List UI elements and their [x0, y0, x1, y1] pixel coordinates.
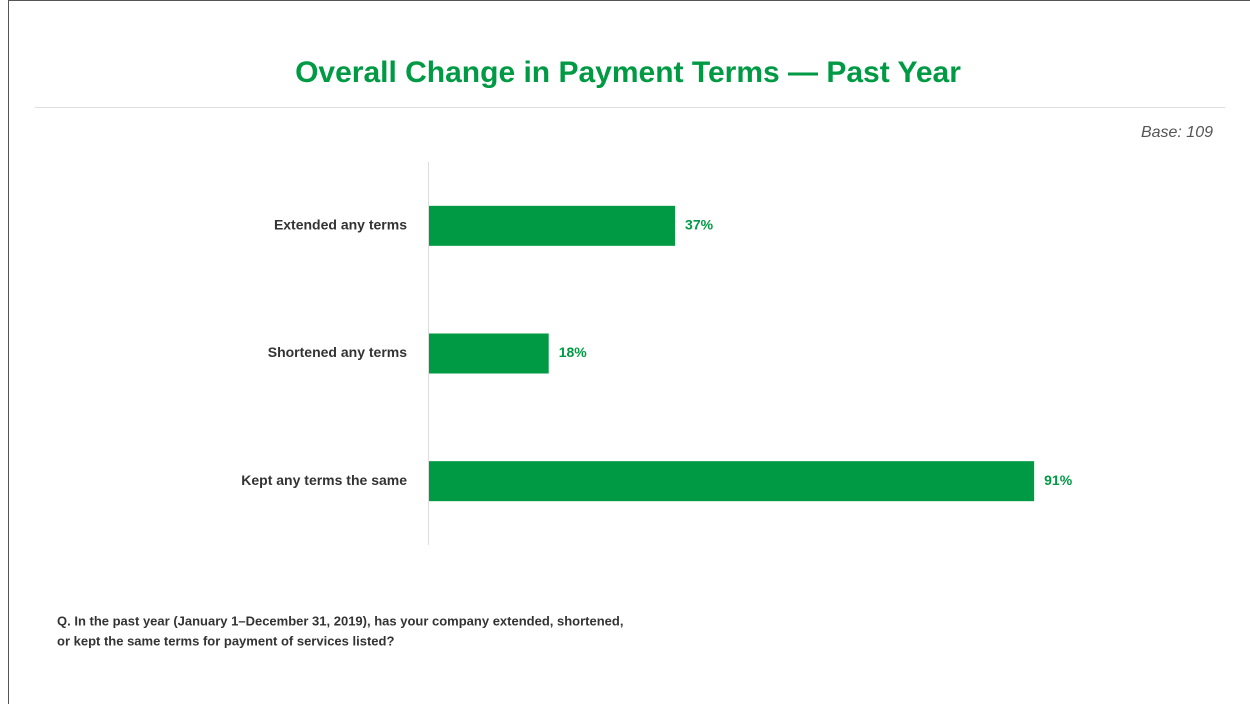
category-label: Shortened any terms [268, 344, 407, 360]
value-label: 91% [1044, 472, 1073, 488]
chart-title: Overall Change in Payment Terms — Past Y… [295, 56, 961, 89]
value-label: 18% [559, 344, 588, 360]
category-label: Extended any terms [274, 217, 407, 233]
bar [429, 461, 1035, 502]
category-label: Kept any terms the same [241, 472, 407, 488]
base-note: Base: 109 [1141, 124, 1213, 141]
bar [429, 333, 549, 374]
question-note: Q. In the past year (January 1–December … [57, 613, 623, 628]
bar [429, 205, 676, 246]
question-note: or kept the same terms for payment of se… [57, 633, 394, 648]
value-label: 37% [685, 217, 714, 233]
